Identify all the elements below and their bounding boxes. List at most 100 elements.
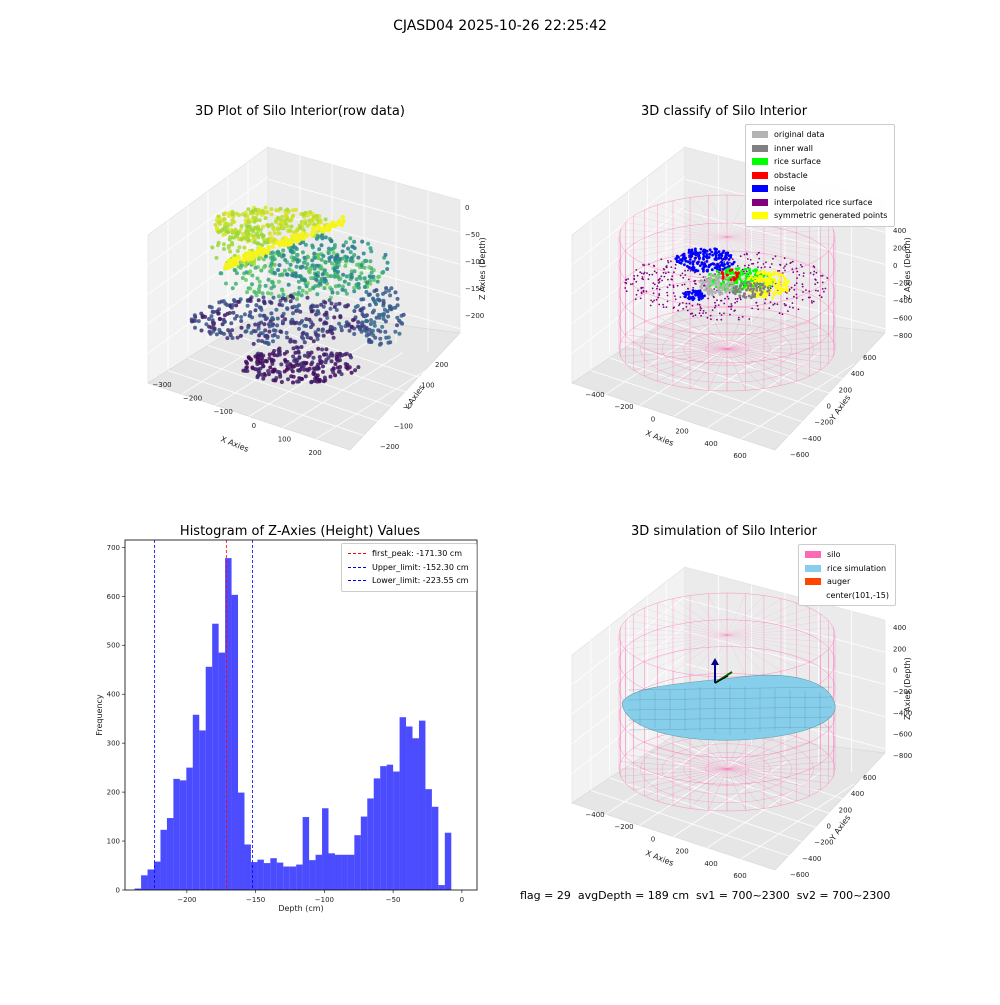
scatter-point [253,308,258,313]
interpolated-point [793,288,796,291]
interpolated-point [772,304,775,306]
y-tick: −200 [814,839,833,847]
scatter-point [322,276,327,281]
classified-point [734,271,738,275]
scatter-point [277,350,282,355]
scatter-point [388,306,393,311]
scatter-point [395,315,400,320]
scatter-point [288,337,293,342]
scatter-point [334,354,339,359]
y-tick-label: 0 [116,887,120,895]
scatter-point [383,329,388,334]
classified-point [711,253,714,257]
classified-point [725,273,729,277]
scatter-point [324,357,329,362]
interpolated-point [793,295,795,298]
classified-point [696,269,700,273]
scatter-point [292,321,297,326]
scatter-point [280,214,284,219]
interpolated-point [818,294,821,297]
classified-point [743,292,746,296]
scatter-point [240,276,245,280]
scatter-point [279,362,284,367]
interpolated-point [633,277,635,280]
scatter-point [300,250,305,255]
scatter-point [329,359,334,364]
scatter-point [276,249,280,254]
scatter-point [314,213,319,218]
scatter-point [393,305,398,310]
interpolated-point [736,265,739,267]
classified-point [721,286,724,290]
scatter-point [283,242,288,247]
scatter-point [343,263,348,268]
classified-point [725,276,729,280]
scatter-point [320,272,325,277]
scatter-point [310,360,315,365]
scatter-point [310,263,315,268]
interpolated-point [682,307,685,310]
silo-top-spoke [726,627,834,636]
scatter-point [319,257,324,262]
scatter-point [228,333,233,338]
scatter-point [229,321,234,326]
legend-entry: inner wall [752,142,888,156]
silo-floor-ring [661,743,793,795]
interpolated-point [743,253,746,256]
interpolated-point [653,270,656,273]
scatter-point [306,255,310,260]
scatter-point [395,323,399,328]
scatter-point [277,243,283,248]
scatter-point [271,328,276,333]
scatter-point [332,245,337,250]
scatter-point [249,330,254,335]
scatter-point [358,276,363,281]
silo-top-spoke [625,236,728,252]
legend-entry: Lower_limit: -223.55 cm [348,574,470,588]
scatter-point [337,218,342,224]
classified-point [783,283,786,286]
scatter-point [291,380,295,385]
classified-point [709,263,713,266]
silo-floor-ring [683,751,771,786]
scatter-point [285,207,290,212]
interpolated-point [820,296,823,299]
interpolated-point [625,290,628,293]
scatter-point [359,263,364,268]
scatter-point [338,358,342,363]
legend-swatch [752,171,768,179]
scatter-point [330,220,335,225]
scatter-point [337,301,342,306]
scatter-point [261,233,266,238]
classified-point [763,277,766,281]
interpolated-point [687,278,690,281]
classified-point [771,272,775,276]
scatter-point [351,318,355,323]
classified-point [713,274,716,278]
scatter-point [257,218,262,223]
classified-point [721,258,724,261]
scatter-point [283,358,288,362]
interpolated-point [792,271,795,274]
silo-floor-spoke [726,768,746,811]
histogram-bar [218,652,226,890]
scatter-point [251,341,256,346]
interpolated-point [727,297,730,300]
scatter-point [244,270,249,275]
classified-point [773,270,776,274]
classified-point [734,267,738,271]
scatter-point [216,214,221,219]
scatter-point [371,278,376,282]
grid-line [639,750,753,826]
interpolated-point [764,302,766,304]
grid-line [707,352,821,428]
silo-top-spoke [633,215,728,238]
silo-top-spoke [644,607,728,636]
scatter-point [252,250,257,255]
histogram-bar [380,766,387,890]
scatter-point [311,355,316,360]
scatter-point [247,224,252,229]
legend-entry: obstacle [752,169,888,183]
scatter-point [211,329,216,334]
interpolated-point [791,260,794,263]
